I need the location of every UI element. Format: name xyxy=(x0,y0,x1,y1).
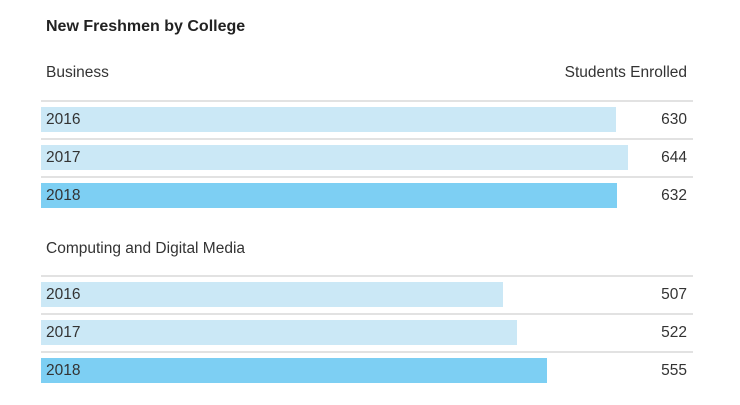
bar xyxy=(41,183,618,208)
value-header: Students Enrolled xyxy=(564,64,687,81)
bar-row: 2016 630 xyxy=(41,100,693,140)
value-label: 555 xyxy=(661,362,687,379)
value-label: 507 xyxy=(661,286,687,303)
year-label: 2017 xyxy=(46,149,81,166)
year-label: 2018 xyxy=(46,362,81,379)
bar-row: 2018 555 xyxy=(41,351,693,391)
year-label: 2016 xyxy=(46,286,81,303)
value-label: 644 xyxy=(661,149,687,166)
year-label: 2018 xyxy=(46,187,81,204)
bar-row: 2017 644 xyxy=(41,138,693,178)
bar xyxy=(41,107,616,132)
bar xyxy=(41,282,504,307)
group-label: Business xyxy=(46,64,109,81)
value-label: 630 xyxy=(661,111,687,128)
bar-row: 2017 522 xyxy=(41,313,693,353)
bar xyxy=(41,320,518,345)
bar-row: 2018 632 xyxy=(41,176,693,216)
bar xyxy=(41,145,629,170)
bar xyxy=(41,358,548,383)
group-label: Computing and Digital Media xyxy=(46,240,246,257)
year-label: 2017 xyxy=(46,324,81,341)
bar-row: 2016 507 xyxy=(41,275,693,315)
year-label: 2016 xyxy=(46,111,81,128)
value-label: 522 xyxy=(661,324,687,341)
value-label: 632 xyxy=(661,187,687,204)
chart-title: New Freshmen by College xyxy=(46,18,246,35)
